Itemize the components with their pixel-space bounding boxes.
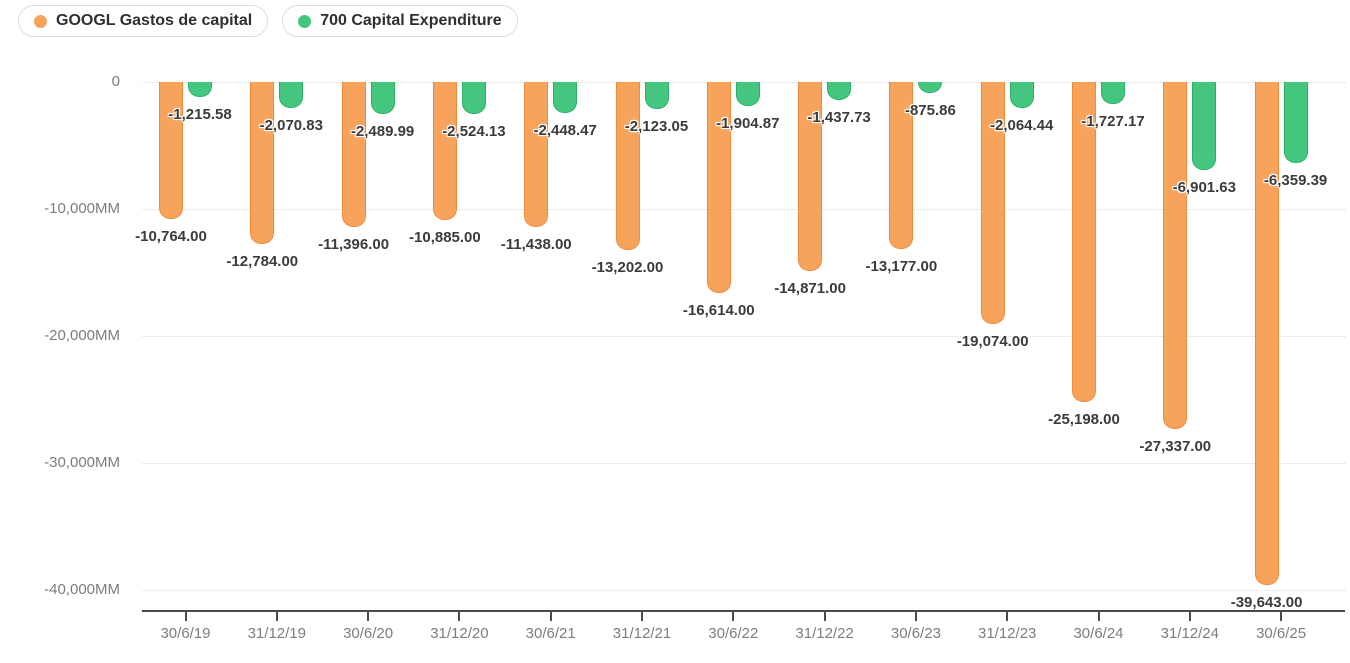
legend-item-700[interactable]: 700 Capital Expenditure [282, 5, 518, 37]
bar-googl-capex[interactable] [250, 82, 275, 245]
y-axis-tick-label: 0 [111, 73, 120, 90]
x-axis-tick [641, 612, 643, 621]
x-axis-line [142, 610, 1345, 612]
x-axis-tick [1188, 612, 1191, 621]
bar-700-capex[interactable] [1009, 82, 1034, 109]
bar-googl-capex[interactable] [615, 82, 640, 250]
bar-googl-capex[interactable] [706, 82, 731, 293]
x-axis-tick-label: 30/6/25 [1256, 625, 1307, 642]
data-label-googl: -39,643.00 [1230, 594, 1303, 612]
x-axis-tick-label: 30/6/19 [160, 625, 211, 642]
data-label-700: -6,359.39 [1263, 171, 1328, 189]
y-axis-tick-label: -20,000MM [44, 327, 120, 344]
bar-700-capex[interactable] [1283, 82, 1308, 163]
data-label-googl: -27,337.00 [1139, 438, 1212, 456]
bar-700-capex[interactable] [188, 82, 212, 98]
bar-700-capex[interactable] [370, 82, 395, 114]
data-label-700: -2,448.47 [533, 122, 597, 140]
legend-color-dot [34, 14, 47, 28]
x-axis-tick [184, 612, 187, 621]
legend-item-googl[interactable]: GOOGL Gastos de capital [18, 5, 269, 37]
data-label-700: -1,727.17 [1081, 112, 1145, 130]
x-axis-tick-label: 30/6/22 [708, 625, 759, 642]
chart-legend: GOOGL Gastos de capital 700 Capital Expen… [18, 5, 518, 37]
x-axis-tick [914, 612, 917, 621]
bar-googl-capex[interactable] [798, 82, 823, 271]
bar-700-capex[interactable] [279, 82, 304, 109]
bar-googl-capex[interactable] [1254, 82, 1279, 586]
bar-700-capex[interactable] [1192, 82, 1217, 170]
bar-700-capex[interactable] [735, 82, 760, 107]
x-axis-tick-label: 30/6/23 [890, 625, 941, 642]
x-axis-tick-label: 31/12/22 [795, 625, 854, 642]
x-axis-tick-label: 31/12/24 [1160, 625, 1219, 642]
bar-googl-capex[interactable] [432, 82, 457, 221]
bar-googl-capex[interactable] [524, 82, 549, 228]
data-label-googl: -25,198.00 [1048, 411, 1120, 428]
x-axis-tick [1006, 612, 1009, 621]
data-label-googl: -13,202.00 [591, 258, 664, 276]
data-label-700: -875.86 [904, 102, 956, 120]
data-label-googl: -12,784.00 [226, 253, 299, 271]
x-axis-tick-label: 30/6/20 [343, 625, 394, 642]
bar-googl-capex[interactable] [1163, 82, 1188, 430]
x-axis-tick-label: 30/6/24 [1073, 625, 1124, 642]
y-gridline [142, 209, 1345, 210]
x-axis-tick [732, 612, 735, 621]
y-axis-tick-label: -10,000MM [44, 200, 120, 217]
x-axis-tick [1097, 612, 1100, 621]
y-gridline [142, 590, 1345, 591]
data-label-googl: -10,885.00 [409, 229, 481, 247]
x-axis-tick-label: 30/6/21 [525, 625, 576, 642]
y-axis-tick-label: -30,000MM [44, 454, 120, 471]
bar-700-capex[interactable] [461, 82, 486, 115]
bar-700-capex[interactable] [644, 82, 669, 109]
data-label-googl: -19,074.00 [956, 333, 1029, 351]
x-axis-tick [823, 612, 826, 621]
x-axis-tick-label: 31/12/19 [247, 625, 306, 642]
y-gridline [142, 336, 1345, 337]
data-label-googl: -10,764.00 [135, 227, 207, 245]
data-label-googl: -11,438.00 [500, 236, 572, 254]
bar-googl-capex[interactable] [341, 82, 366, 227]
data-label-googl: -11,396.00 [318, 235, 390, 253]
data-label-700: -2,064.44 [989, 117, 1054, 135]
data-label-700: -6,901.63 [1172, 178, 1236, 196]
data-label-googl: -14,871.00 [774, 279, 846, 297]
data-label-700: -1,904.87 [716, 115, 780, 133]
x-axis-tick-label: 31/12/21 [612, 625, 672, 642]
data-label-700: -2,489.99 [350, 122, 415, 140]
data-label-700: -2,070.83 [259, 117, 323, 135]
y-gridline [142, 463, 1345, 464]
data-label-googl: -16,614.00 [682, 301, 755, 319]
legend-color-dot [298, 14, 312, 28]
x-axis-tick [458, 612, 461, 621]
bar-googl-capex[interactable] [159, 82, 183, 219]
x-axis-tick [275, 612, 278, 621]
bar-googl-capex[interactable] [980, 82, 1005, 325]
data-label-700: -1,437.73 [807, 109, 871, 127]
data-label-googl: -13,177.00 [865, 258, 938, 276]
data-label-700: -2,123.05 [624, 117, 689, 135]
bar-googl-capex[interactable] [1072, 82, 1096, 402]
bar-googl-capex[interactable] [889, 82, 914, 250]
x-axis-tick-label: 31/12/23 [977, 625, 1037, 642]
bar-700-capex[interactable] [553, 82, 578, 114]
legend-item-label: GOOGL Gastos de capital [56, 12, 253, 29]
legend-item-label: 700 Capital Expenditure [320, 12, 502, 29]
bar-700-capex[interactable] [1101, 82, 1125, 104]
y-axis-tick-label: -40,000MM [44, 581, 120, 598]
x-axis-tick [367, 612, 370, 621]
bar-700-capex[interactable] [918, 82, 943, 94]
bar-700-capex[interactable] [827, 82, 852, 101]
x-axis-tick [549, 612, 552, 621]
data-label-700: -2,524.13 [442, 123, 506, 141]
x-axis-tick-label: 31/12/20 [430, 625, 489, 642]
x-axis-tick [1280, 612, 1283, 621]
data-label-700: -1,215.58 [168, 106, 232, 124]
